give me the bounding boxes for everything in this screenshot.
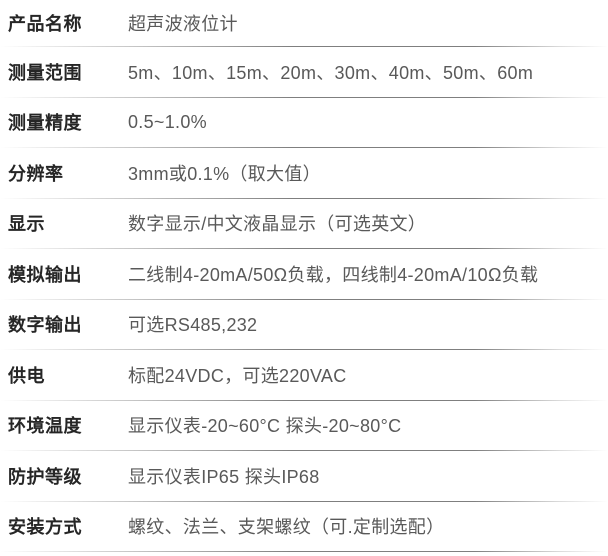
spec-row-installation: 安装方式 螺纹、法兰、支架螺纹（可.定制选配） [0, 502, 608, 552]
spec-value: 标配24VDC，可选220VAC [128, 365, 347, 386]
spec-value: 超声波液位计 [128, 14, 238, 34]
spec-value: 显示仪表-20~60°C 探头-20~80°C [128, 416, 402, 437]
spec-value: 3mm或0.1%（取大值） [128, 163, 321, 184]
spec-value: 数字显示/中文液晶显示（可选英文） [128, 214, 427, 235]
row-divider [0, 96, 608, 98]
spec-label: 测量范围 [8, 62, 82, 83]
row-divider [0, 298, 608, 300]
spec-row-digital-output: 数字输出 可选RS485,232 [0, 300, 608, 350]
row-divider [0, 500, 608, 502]
spec-value: 二线制4-20mA/50Ω负载，四线制4-20mA/10Ω负载 [128, 264, 539, 285]
spec-label: 分辨率 [8, 163, 64, 184]
spec-label: 数字输出 [8, 315, 82, 336]
spec-label: 供电 [8, 365, 45, 386]
spec-value: 0.5~1.0% [128, 111, 207, 132]
spec-label: 产品名称 [8, 14, 82, 34]
row-divider [0, 248, 608, 249]
spec-label: 环境温度 [8, 416, 82, 437]
spec-label: 安装方式 [8, 517, 82, 538]
spec-value: 5m、10m、15m、20m、30m、40m、50m、60m [128, 62, 534, 83]
spec-row-power-supply: 供电 标配24VDC，可选220VAC [0, 350, 608, 400]
row-divider [0, 46, 608, 47]
row-divider [0, 197, 608, 199]
row-divider [0, 147, 608, 148]
spec-label: 防护等级 [8, 466, 82, 487]
spec-label: 显示 [8, 214, 45, 235]
spec-row-display: 显示 数字显示/中文液晶显示（可选英文） [0, 199, 608, 249]
row-divider [0, 551, 608, 552]
row-divider [0, 399, 608, 401]
spec-row-ambient-temperature: 环境温度 显示仪表-20~60°C 探头-20~80°C [0, 401, 608, 451]
spec-value: 螺纹、法兰、支架螺纹（可.定制选配） [128, 517, 445, 538]
spec-value: 可选RS485,232 [128, 315, 258, 336]
spec-row-analog-output: 模拟输出 二线制4-20mA/50Ω负载，四线制4-20mA/10Ω负载 [0, 249, 608, 299]
spec-label: 测量精度 [8, 113, 82, 134]
spec-row-accuracy: 测量精度 0.5~1.0% [0, 98, 608, 148]
spec-row-measuring-range: 测量范围 5m、10m、15m、20m、30m、40m、50m、60m [0, 47, 608, 97]
spec-label: 模拟输出 [8, 264, 82, 285]
spec-row-product-name: 产品名称 超声波液位计 [0, 0, 608, 46]
row-divider [0, 450, 608, 451]
spec-row-protection-rating: 防护等级 显示仪表IP65 探头IP68 [0, 451, 608, 501]
row-divider [0, 349, 608, 350]
spec-value: 显示仪表IP65 探头IP68 [128, 466, 320, 487]
spec-row-resolution: 分辨率 3mm或0.1%（取大值） [0, 148, 608, 198]
